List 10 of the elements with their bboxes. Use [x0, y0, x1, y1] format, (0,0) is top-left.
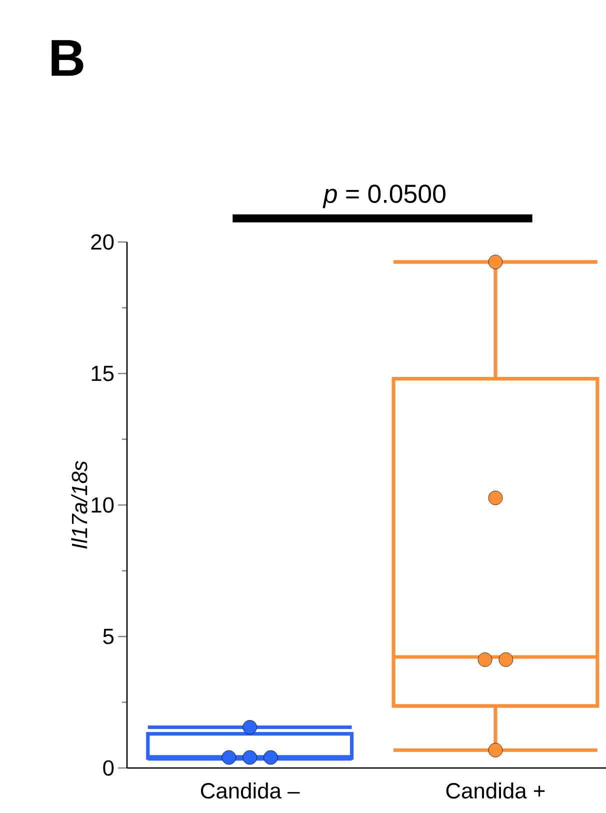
y-axis-title: Il17a/18s — [71, 460, 88, 549]
text: B — [52, 40, 84, 76]
x-tick-label: Candida + — [446, 782, 545, 799]
y-tick-label: 15 — [92, 366, 114, 382]
y-tick-label: 10 — [92, 497, 114, 513]
y-tick-label: 5 — [103, 628, 114, 644]
y-tick-label: 0 — [103, 760, 114, 776]
text: p = 0.0500 — [322, 184, 446, 208]
y-tick-label: 20 — [91, 234, 114, 250]
x-tick-label: Candida – — [200, 782, 300, 799]
